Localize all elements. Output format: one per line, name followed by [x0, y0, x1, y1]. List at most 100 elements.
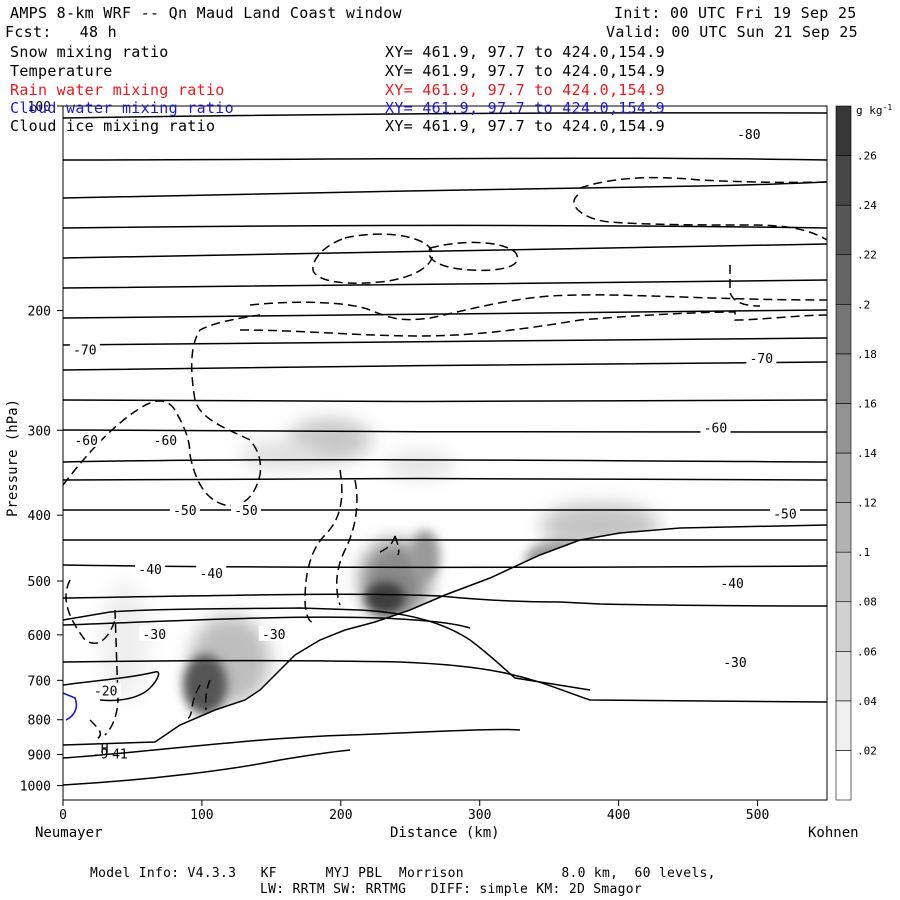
ice-contour: [239, 311, 827, 337]
legend-xy: XY= 461.9, 97.7 to 424.0,154.9: [385, 81, 665, 99]
chart-title: AMPS 8-km WRF -- Qn Maud Land Coast wind…: [10, 4, 402, 22]
y-axis-label: Pressure (hPa): [5, 399, 21, 517]
legend-xy: XY= 461.9, 97.7 to 424.0,154.9: [385, 43, 665, 61]
colorbar-label: .1: [857, 546, 870, 559]
y-tick-label: 700: [28, 674, 51, 689]
cloud-water-contour: [62, 692, 78, 721]
right-endpoint-label: Kohnen: [808, 825, 859, 841]
legend-xy: XY= 461.9, 97.7 to 424.0,154.9: [385, 62, 665, 80]
colorbar-segment: [835, 502, 852, 553]
colorbar-label: .12: [857, 497, 877, 510]
isotherm: [63, 224, 827, 229]
annotation: H: [101, 742, 109, 757]
colorbar-segment: [835, 700, 852, 751]
legend-xy: XY= 461.9, 97.7 to 424.0,154.9: [385, 117, 665, 135]
y-tick-label: 800: [28, 714, 51, 729]
cloud-ice-contours: [63, 176, 827, 741]
colorbar-segment: [835, 353, 852, 404]
terrain-surface: [63, 525, 827, 800]
ice-contour: [65, 579, 116, 644]
isotherm-label: -50: [234, 504, 257, 519]
ice-contour: [394, 535, 400, 556]
isotherm-label-bg: [150, 431, 181, 447]
ice-contour: [428, 241, 519, 272]
annotations: H-9 41: [93, 742, 128, 763]
isotherm-label: -80: [737, 128, 760, 143]
colorbar-label: .26: [857, 150, 877, 163]
x-axis: 0 100 200 300 400 500: [59, 800, 769, 823]
isotherm: [63, 279, 827, 289]
y-tick-label: 100: [28, 100, 51, 115]
isotherm: [63, 361, 827, 371]
isotherm-label-bg: [135, 560, 166, 576]
isotherm: [63, 337, 827, 346]
isotherm-label: -30: [723, 656, 746, 671]
colorbar-segment: [835, 750, 852, 801]
ice-contour: [189, 439, 262, 507]
colorbar-label: .18: [857, 348, 877, 361]
isotherm: [63, 309, 827, 319]
colorbar-segment: [835, 105, 852, 156]
shade-blob: [410, 530, 440, 580]
colorbar: .02 .04 .06 .08 .1 .12 .14 .16 .18 .2 .22 .24 .26 g k…: [835, 103, 892, 801]
colorbar-label: .14: [857, 447, 877, 460]
x-tick-label: 0: [59, 808, 67, 823]
colorbar-segment: [835, 403, 852, 454]
isotherm-label-bg: [733, 126, 764, 142]
ice-contour: [204, 679, 211, 711]
ice-contour: [89, 719, 102, 741]
valid-time: Valid: 00 UTC Sun 21 Sep 25: [606, 23, 858, 41]
y-tick-label: 400: [28, 509, 51, 524]
x-tick-label: 200: [329, 808, 352, 823]
isotherm-label: -40: [200, 567, 223, 582]
isotherm: [63, 157, 827, 161]
legend-xy: XY= 461.9, 97.7 to 424.0,154.9: [385, 99, 665, 117]
y-tick-label: 600: [28, 629, 51, 644]
isotherm-label: -50: [773, 508, 796, 523]
colorbar-label: .16: [857, 397, 877, 410]
isotherm: [63, 477, 827, 481]
terrain-outline: [62, 524, 828, 746]
isotherm-label: -40: [138, 563, 161, 578]
ice-contour: [190, 314, 261, 441]
y-tick-label: 1000: [20, 780, 51, 795]
isotherm-label-bg: [196, 565, 227, 581]
colorbar-segment: [835, 601, 852, 652]
isotherm-label: -30: [262, 628, 285, 643]
colorbar-label: .02: [857, 744, 877, 757]
shade-blob: [385, 451, 455, 479]
ice-contour: [573, 194, 827, 241]
isotherm-label-bg: [700, 419, 731, 435]
isotherm-label: -60: [74, 434, 97, 449]
isotherm-label: -30: [143, 628, 166, 643]
isotherm-label-bg: [90, 682, 121, 698]
isotherm: [63, 671, 160, 702]
legend-label: Snow mixing ratio: [10, 43, 169, 61]
isotherm-label-bg: [230, 501, 261, 517]
shade-blob: [365, 582, 405, 614]
left-endpoint-label: Neumayer: [35, 825, 102, 841]
model-info: Model Info: V4.3.3 KF MYJ PBL Morrison 8…: [90, 866, 716, 881]
x-tick-label: 400: [607, 808, 630, 823]
isotherm: [63, 243, 827, 259]
legend-label: Cloud ice mixing ratio: [10, 117, 216, 135]
isotherm-label-bg: [71, 431, 102, 447]
isotherm-label: -40: [720, 577, 743, 592]
colorbar-segment: [835, 650, 852, 702]
colorbar-units: g kg-1: [856, 103, 892, 117]
colorbar-segment: [835, 155, 852, 206]
colorbar-label: .06: [857, 645, 877, 658]
model-info-physics: LW: RRTM SW: RRTMG DIFF: simple KM: 2D S…: [260, 882, 642, 897]
annotation: -9: [93, 748, 109, 763]
ice-contour: [379, 535, 396, 553]
y-tick-label: 900: [28, 749, 51, 764]
isotherm-label: -60: [704, 421, 727, 436]
ice-contour: [104, 609, 119, 736]
ice-contour: [249, 294, 827, 321]
colorbar-segment: [835, 254, 852, 305]
colorbar-segment: [835, 452, 852, 503]
isotherm-labels: -80 -70 -70 -60 -60 -60 -50 -50 -50 -40 -40 -40 -30 -…: [69, 126, 800, 700]
isotherm-label: -70: [73, 343, 96, 358]
init-time: Init: 00 UTC Fri 19 Sep 25: [614, 4, 857, 22]
